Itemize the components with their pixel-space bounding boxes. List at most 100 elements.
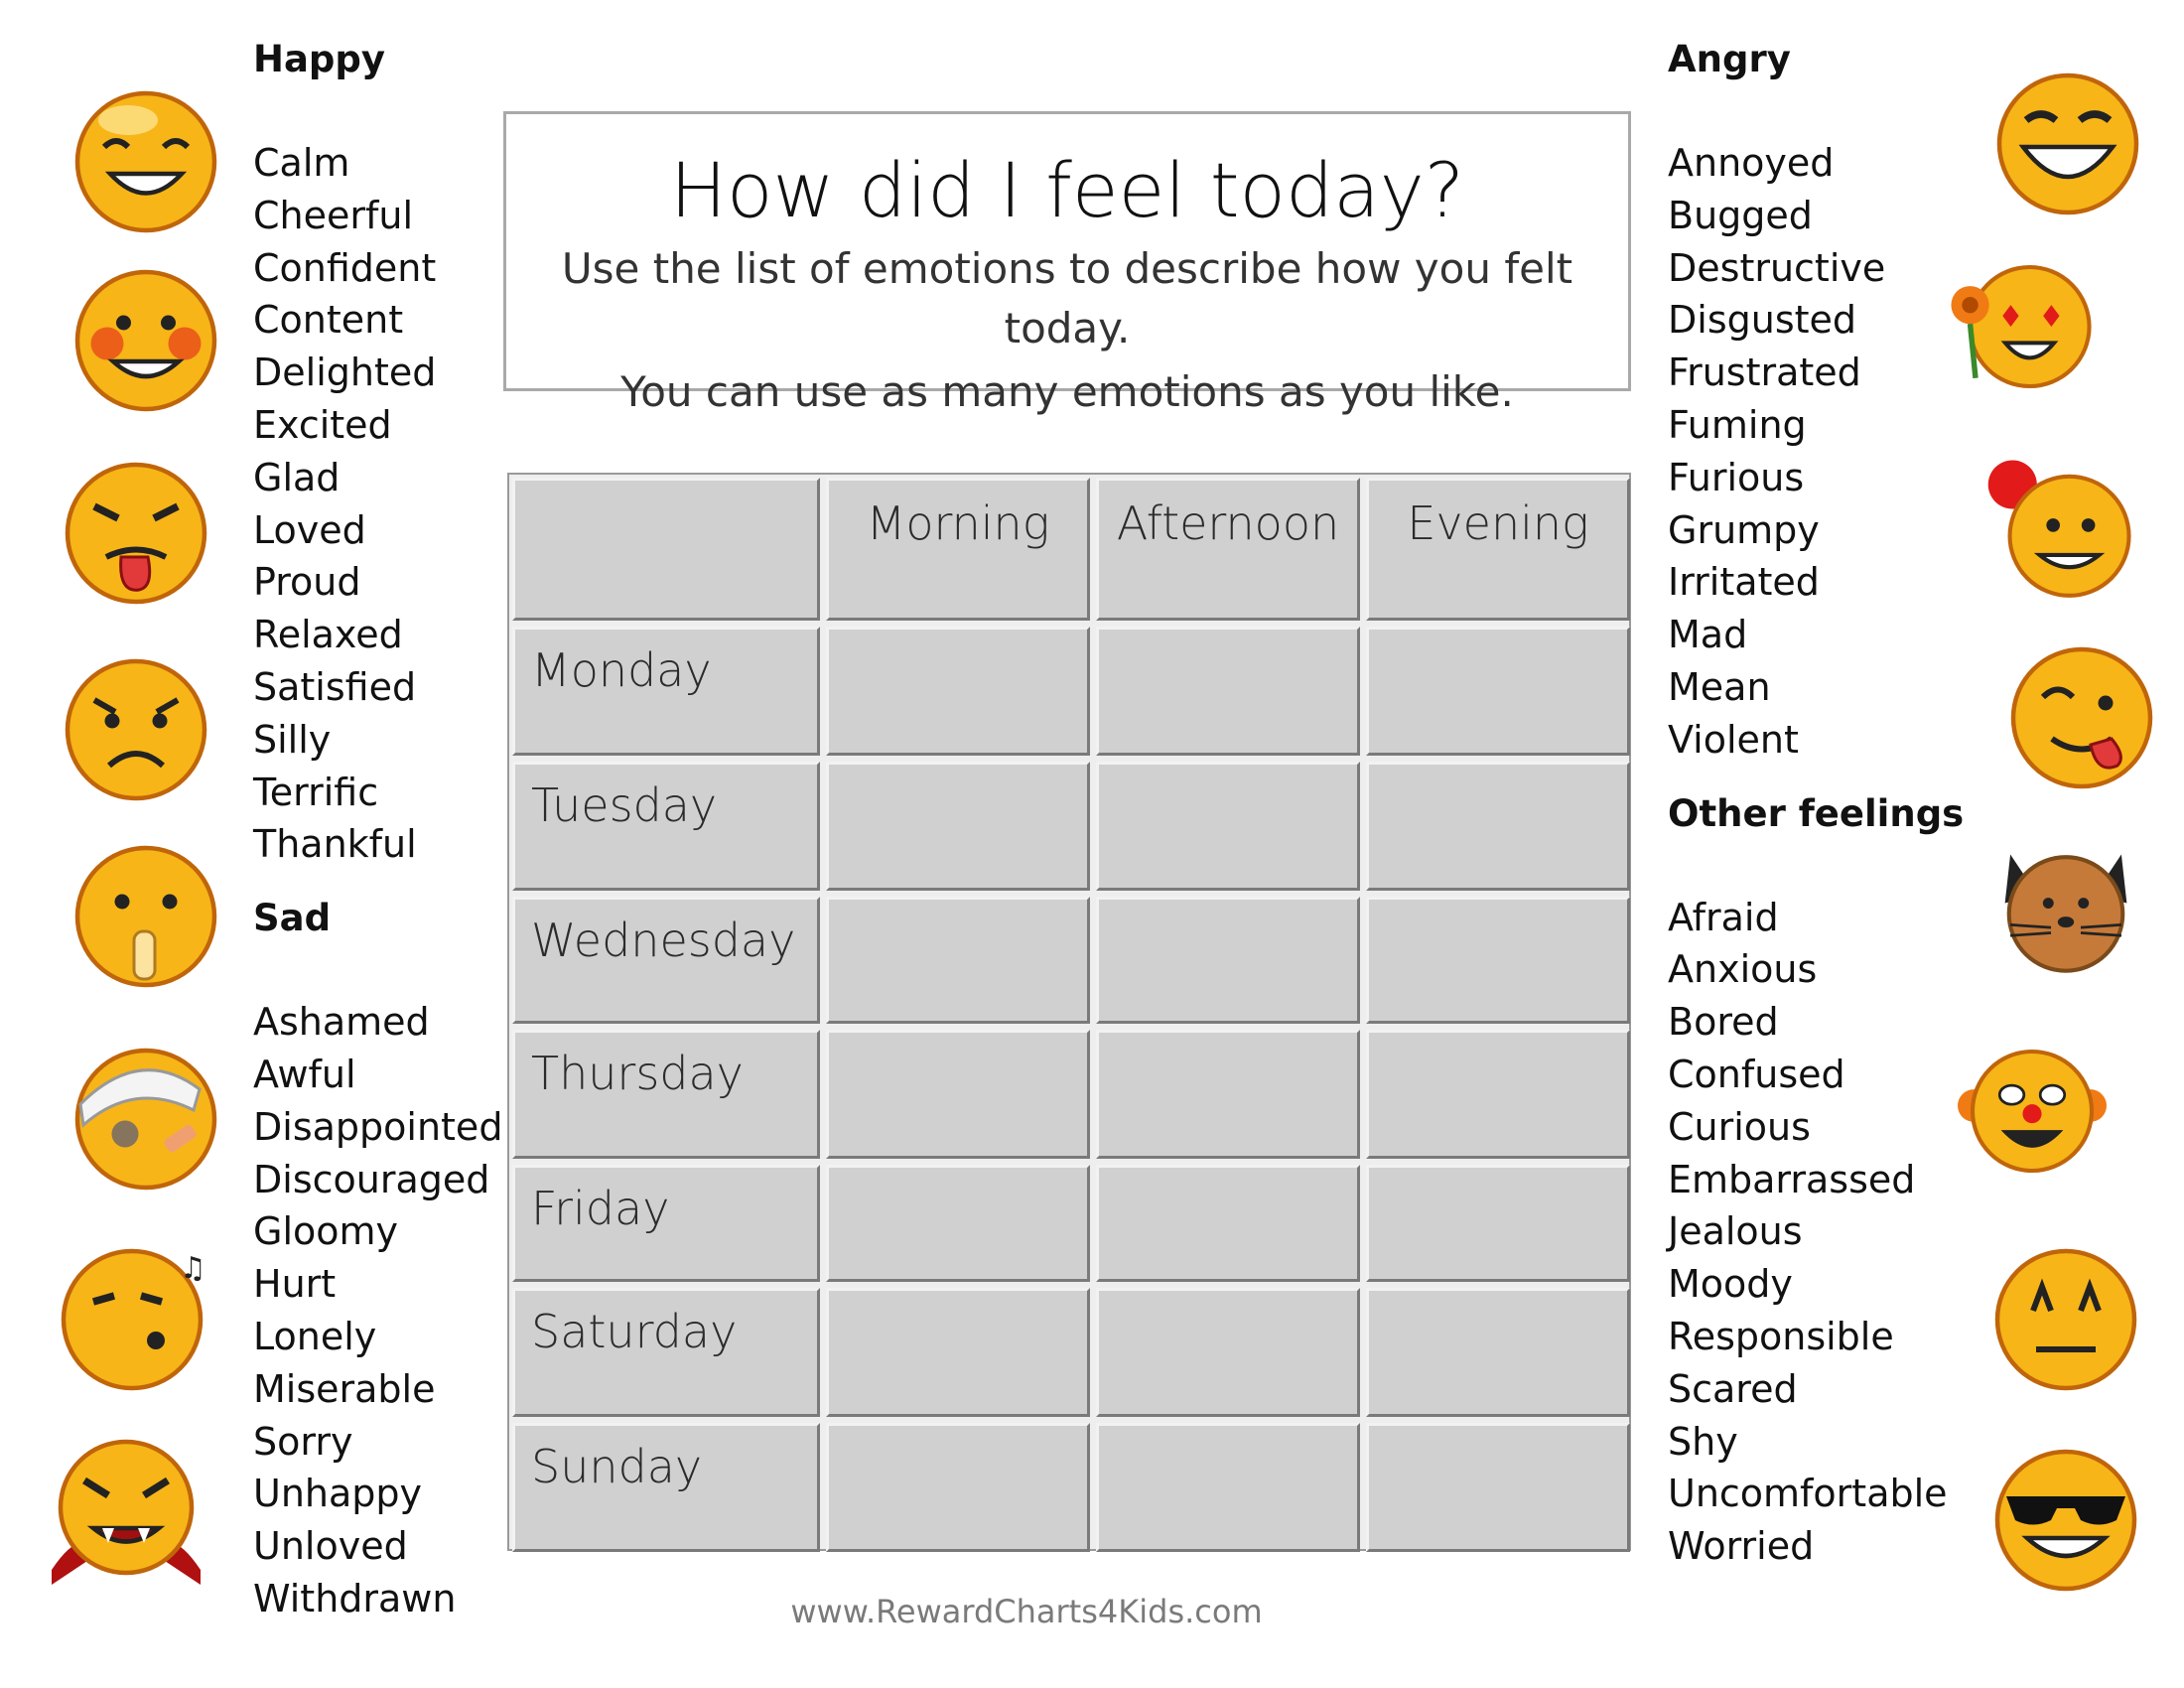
list-item: Glad <box>253 455 341 499</box>
smile-emoji-icon <box>74 90 217 233</box>
entry-cell[interactable] <box>1366 1165 1630 1282</box>
title-box: How did I feel today? Use the list of em… <box>503 111 1631 416</box>
feelings-chart-grid: Morning Afternoon Evening Monday Tuesday… <box>507 473 1631 1552</box>
list-item: Fuming <box>1668 402 1807 447</box>
entry-cell[interactable] <box>826 627 1090 756</box>
right-emotion-column: Angry Annoyed Bugged Destructive Disgust… <box>1668 34 1964 1573</box>
entry-cell[interactable] <box>1366 1288 1630 1417</box>
entry-cell[interactable] <box>826 897 1090 1024</box>
subtitle-line-2: You can use as many emotions as you like… <box>620 367 1514 416</box>
list-item: Delighted <box>253 351 437 395</box>
happy-heading: Happy <box>253 38 386 80</box>
list-item: Bored <box>1668 1000 1779 1045</box>
list-item: Unloved <box>253 1524 408 1569</box>
list-item: Miserable <box>253 1366 436 1411</box>
list-item: Furious <box>1668 455 1805 499</box>
blush-emoji-icon <box>74 269 217 412</box>
list-item: Disgusted <box>1668 298 1857 343</box>
entry-cell[interactable] <box>1096 627 1360 756</box>
row-label-tuesday: Tuesday <box>512 762 820 891</box>
list-item: Silly <box>253 717 332 762</box>
entry-cell[interactable] <box>826 762 1090 891</box>
list-item: Cheerful <box>253 193 414 237</box>
list-item: Responsible <box>1668 1314 1894 1358</box>
vampire-emoji-icon <box>52 1439 201 1585</box>
grin-emoji-icon <box>1996 72 2139 215</box>
list-item: Calm <box>253 141 350 185</box>
entry-cell[interactable] <box>826 1288 1090 1417</box>
entry-cell[interactable] <box>1096 1288 1360 1417</box>
entry-cell[interactable] <box>1366 1030 1630 1159</box>
list-item: Relaxed <box>253 613 403 657</box>
uneasy-emoji-icon <box>1994 1248 2137 1391</box>
list-item: Awful <box>253 1052 356 1096</box>
list-item: Embarrassed <box>1668 1157 1916 1201</box>
list-item: Disappointed <box>253 1104 503 1149</box>
entry-cell[interactable] <box>1096 897 1360 1024</box>
entry-cell[interactable] <box>826 1423 1090 1552</box>
list-item: Loved <box>253 507 366 552</box>
bandaged-emoji-icon <box>74 1048 217 1191</box>
list-item: Content <box>253 298 404 343</box>
entry-cell[interactable] <box>1366 762 1630 891</box>
header-morning: Morning <box>826 478 1090 621</box>
list-item: Terrific <box>253 770 379 814</box>
list-item: Scared <box>1668 1366 1798 1411</box>
subtitle-line-1: Use the list of emotions to describe how… <box>561 244 1573 352</box>
balloon-emoji-icon <box>1987 460 2131 598</box>
row-label-sunday: Sunday <box>512 1423 820 1552</box>
flower-love-emoji-icon <box>1951 264 2092 389</box>
header-corner-cell <box>512 478 820 621</box>
list-item: Sorry <box>253 1419 353 1464</box>
list-item: Curious <box>1668 1104 1811 1149</box>
row-label-wednesday: Wednesday <box>512 897 820 1024</box>
list-item: Violent <box>1668 717 1799 762</box>
footer-url: www.RewardCharts4Kids.com <box>790 1593 1263 1630</box>
entry-cell[interactable] <box>1096 1165 1360 1282</box>
angry-heading: Angry <box>1668 38 1791 80</box>
entry-cell[interactable] <box>826 1165 1090 1282</box>
clown-emoji-icon <box>1958 1049 2107 1174</box>
list-item: Moody <box>1668 1262 1793 1307</box>
list-item: Discouraged <box>253 1157 490 1201</box>
sad-heading: Sad <box>253 897 332 940</box>
list-item: Gloomy <box>253 1209 399 1254</box>
entry-cell[interactable] <box>1366 1423 1630 1552</box>
svg-text:♫: ♫ <box>180 1251 206 1286</box>
row-label-monday: Monday <box>512 627 820 756</box>
left-emotion-column: Happy Calm Cheerful Confident Content De… <box>253 34 502 1625</box>
happy-list: Calm Cheerful Confident Content Delighte… <box>253 137 502 871</box>
header-afternoon: Afternoon <box>1096 478 1360 621</box>
list-item: Jealous <box>1668 1209 1803 1254</box>
list-item: Thankful <box>253 822 417 867</box>
other-feelings-list: Afraid Anxious Bored Confused Curious Em… <box>1668 892 1964 1573</box>
list-item: Afraid <box>1668 895 1779 939</box>
list-item: Proud <box>253 560 361 605</box>
entry-cell[interactable] <box>1366 897 1630 1024</box>
list-item: Destructive <box>1668 245 1886 290</box>
list-item: Uncomfortable <box>1668 1472 1948 1516</box>
entry-cell[interactable] <box>1096 762 1360 891</box>
list-item: Ashamed <box>253 1000 430 1045</box>
row-label-thursday: Thursday <box>512 1030 820 1159</box>
entry-cell[interactable] <box>1096 1030 1360 1159</box>
sunglasses-emoji-icon <box>1994 1449 2137 1592</box>
list-item: Anxious <box>1668 947 1818 992</box>
other-feelings-heading: Other feelings <box>1668 791 1965 835</box>
row-label-saturday: Saturday <box>512 1288 820 1417</box>
sad-list: Ashamed Awful Disappointed Discouraged G… <box>253 996 502 1625</box>
angry-list: Annoyed Bugged Destructive Disgusted Fru… <box>1668 137 1964 767</box>
entry-cell[interactable] <box>826 1030 1090 1159</box>
list-item: Withdrawn <box>253 1576 457 1620</box>
list-item: Confused <box>1668 1052 1845 1096</box>
list-item: Shy <box>1668 1419 1738 1464</box>
silly-emoji-icon <box>2010 646 2153 789</box>
list-item: Lonely <box>253 1314 377 1358</box>
list-item: Annoyed <box>1668 141 1835 185</box>
worried-emoji-icon <box>65 658 207 801</box>
row-label-friday: Friday <box>512 1165 820 1282</box>
list-item: Hurt <box>253 1262 337 1307</box>
page-title: How did I feel today? <box>669 146 1465 234</box>
entry-cell[interactable] <box>1096 1423 1360 1552</box>
entry-cell[interactable] <box>1366 627 1630 756</box>
